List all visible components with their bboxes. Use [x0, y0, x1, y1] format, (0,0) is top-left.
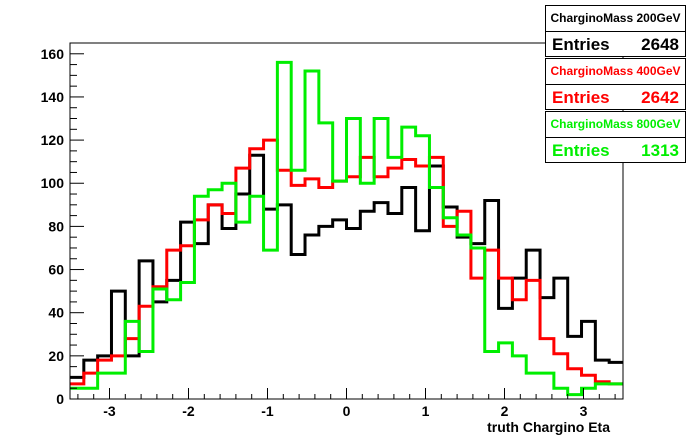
- y-tick-label: 140: [41, 89, 65, 105]
- stats-entries-label: Entries: [552, 88, 610, 107]
- series-line-2: [70, 60, 623, 397]
- y-tick-label: 120: [41, 132, 65, 148]
- stats-entries-label: Entries: [552, 141, 610, 160]
- x-tick-label: -1: [261, 403, 274, 419]
- stats-entries-value: 2642: [641, 88, 679, 107]
- stats-box-800gev: CharginoMass 800GeV Entries 1313: [545, 111, 686, 163]
- stats-name: CharginoMass 200GeV: [546, 6, 685, 32]
- x-axis-ticks: -3 -2 -1 0 1 2 3: [77, 388, 616, 419]
- stats-entries-value: 2648: [641, 35, 679, 54]
- stats-box-400gev: CharginoMass 400GeV Entries 2642: [545, 58, 686, 110]
- y-tick-label: 80: [48, 218, 64, 234]
- y-tick-label: 40: [48, 305, 64, 321]
- y-tick-label: 0: [56, 391, 64, 407]
- x-tick-label: 2: [501, 403, 509, 419]
- stats-name: CharginoMass 800GeV: [546, 112, 685, 138]
- stats-entries-value: 1313: [641, 141, 679, 160]
- y-axis-ticks: 0 20 40 60 80 100 120 140 160: [41, 42, 84, 407]
- x-tick-label: -3: [103, 403, 116, 419]
- y-tick-label: 160: [41, 46, 65, 62]
- y-tick-label: 20: [48, 348, 64, 364]
- stats-box-200gev: CharginoMass 200GeV Entries 2648: [545, 5, 686, 57]
- x-axis-title: truth Chargino Eta: [487, 419, 610, 435]
- x-tick-label: 0: [343, 403, 351, 419]
- y-tick-label: 60: [48, 262, 64, 278]
- x-tick-label: 3: [580, 403, 588, 419]
- y-tick-label: 100: [41, 175, 65, 191]
- stats-name: CharginoMass 400GeV: [546, 59, 685, 85]
- x-tick-label: 1: [422, 403, 430, 419]
- x-tick-label: -2: [182, 403, 195, 419]
- histogram-lines: [70, 60, 623, 397]
- stats-entries-label: Entries: [552, 35, 610, 54]
